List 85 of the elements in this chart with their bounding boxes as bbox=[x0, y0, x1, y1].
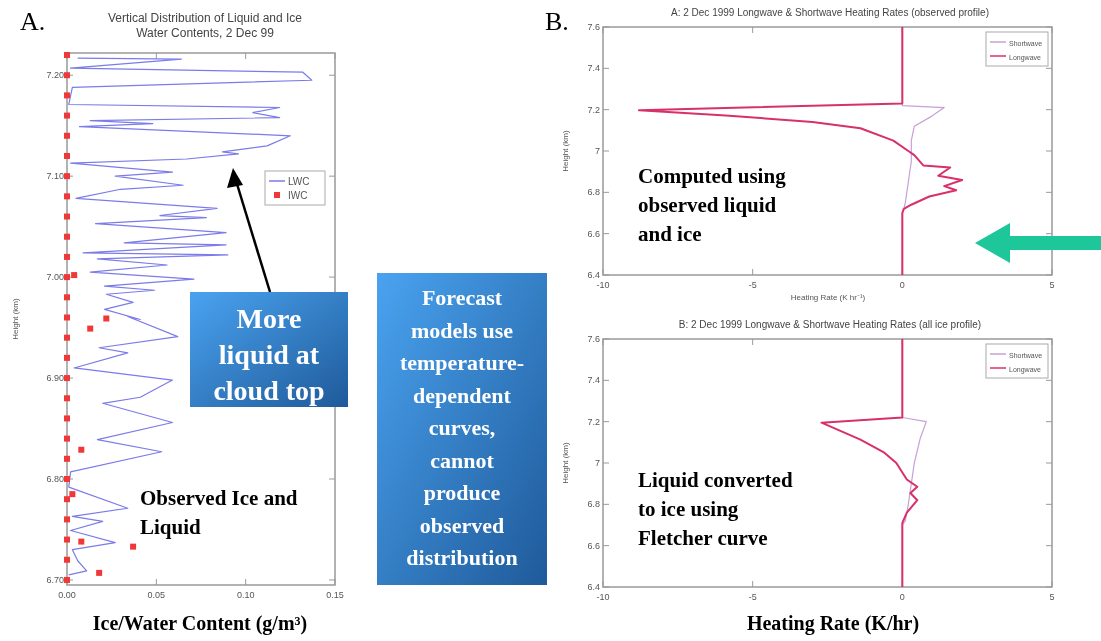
x-tick-label: 5 bbox=[1049, 280, 1055, 290]
y-tick-label: 6.8 bbox=[587, 499, 600, 510]
point bbox=[64, 556, 70, 563]
annotation: Observed Ice and Liquid bbox=[140, 486, 298, 539]
x-tick-label: 0.05 bbox=[147, 590, 166, 600]
y-tick-label: 6.8 bbox=[587, 187, 600, 198]
point bbox=[64, 213, 70, 220]
point bbox=[130, 543, 137, 550]
point bbox=[78, 446, 85, 453]
x-tick-label: 0 bbox=[899, 280, 905, 290]
point bbox=[64, 294, 70, 301]
y-tick-label: 6.4 bbox=[587, 582, 600, 592]
point bbox=[64, 152, 70, 159]
point bbox=[64, 395, 70, 402]
y-tick-label: 7.4 bbox=[587, 375, 600, 386]
point bbox=[64, 173, 70, 180]
point bbox=[78, 538, 85, 545]
point bbox=[87, 325, 94, 332]
point bbox=[64, 253, 70, 260]
y-tick-label: 6.6 bbox=[587, 228, 600, 239]
point bbox=[64, 112, 70, 119]
legend-label: LWC bbox=[288, 175, 310, 187]
line-series bbox=[637, 26, 964, 276]
point bbox=[64, 334, 70, 341]
point bbox=[64, 536, 70, 543]
point bbox=[64, 274, 70, 281]
point bbox=[64, 233, 70, 240]
x-tick-label: 0.15 bbox=[326, 590, 344, 600]
x-tick-label: 0.00 bbox=[58, 590, 76, 600]
x-tick-label: 0.10 bbox=[236, 590, 255, 600]
y-tick-label: 7 bbox=[594, 146, 600, 156]
y-tick-label: 7.00 bbox=[46, 272, 64, 283]
y-tick-label: 6.80 bbox=[46, 474, 64, 484]
point bbox=[64, 476, 70, 482]
chart-title: Vertical Distribution of Liquid and Ice Water Contents, 2 Dec 99 bbox=[107, 11, 303, 40]
y-tick-label: 6.70 bbox=[46, 574, 64, 585]
text: B. bbox=[545, 7, 569, 36]
y-tick-label: 7.4 bbox=[587, 63, 600, 74]
x-tick-label: 5 bbox=[1049, 592, 1055, 602]
y-tick-label: 7.20 bbox=[46, 70, 64, 81]
x-tick-label: -10 bbox=[596, 280, 610, 290]
y-axis-title: Height (km) bbox=[561, 442, 570, 484]
y-tick-label: 7.6 bbox=[587, 22, 600, 32]
x-axis-title: Heating Rate (K/hr) bbox=[746, 612, 920, 635]
point bbox=[64, 354, 70, 361]
y-tick-label: 7 bbox=[594, 458, 600, 468]
y-tick-label: 6.6 bbox=[587, 540, 600, 551]
point bbox=[64, 72, 70, 79]
text: Forecast models use temperature-dependent curves, cannot produce observed distribution bbox=[399, 285, 525, 570]
x-axis-title: Ice/Water Content (g/m³) bbox=[92, 612, 308, 635]
chart-title: A: 2 Dec 1999 Longwave & Shortwave Heating Rates (observed profile) bbox=[671, 7, 989, 18]
point bbox=[69, 491, 76, 498]
point bbox=[64, 415, 70, 422]
point bbox=[71, 272, 78, 279]
annotation: Liquid converted to ice using Fletcher curve bbox=[638, 468, 793, 550]
annotation: More liquid at cloud top bbox=[213, 303, 325, 406]
annotation: Computed using observed liquid and ice bbox=[638, 164, 787, 246]
x-tick-label: 0 bbox=[899, 592, 905, 602]
line-series bbox=[820, 338, 919, 588]
x-tick-label: -5 bbox=[748, 280, 757, 290]
point bbox=[64, 132, 70, 139]
point bbox=[64, 455, 70, 462]
y-tick-label: 6.90 bbox=[46, 373, 64, 384]
point bbox=[64, 375, 70, 382]
point bbox=[103, 315, 110, 322]
point bbox=[64, 314, 70, 321]
y-axis-title: Height (km) bbox=[11, 298, 20, 340]
point bbox=[96, 569, 103, 576]
y-tick-label: 7.2 bbox=[587, 104, 600, 115]
y-tick-label: 7.10 bbox=[46, 171, 64, 182]
text: A. bbox=[20, 7, 46, 36]
y-tick-label: 7.6 bbox=[587, 334, 600, 344]
chart-title: B: 2 Dec 1999 Longwave & Shortwave Heating Rates (all ice profile) bbox=[678, 319, 982, 330]
point bbox=[64, 516, 70, 523]
x-tick-label: -5 bbox=[748, 592, 757, 602]
x-tick-label: -10 bbox=[596, 592, 610, 602]
point bbox=[64, 496, 70, 503]
point bbox=[64, 435, 70, 442]
point bbox=[64, 92, 70, 99]
point bbox=[64, 193, 70, 200]
y-tick-label: 7.2 bbox=[587, 416, 600, 427]
x-axis-title: Heating Rate (K hr⁻¹) bbox=[790, 293, 866, 302]
y-tick-label: 6.4 bbox=[587, 270, 600, 280]
legend-label: IWC bbox=[288, 189, 308, 201]
y-axis-title: Height (km) bbox=[561, 130, 570, 172]
